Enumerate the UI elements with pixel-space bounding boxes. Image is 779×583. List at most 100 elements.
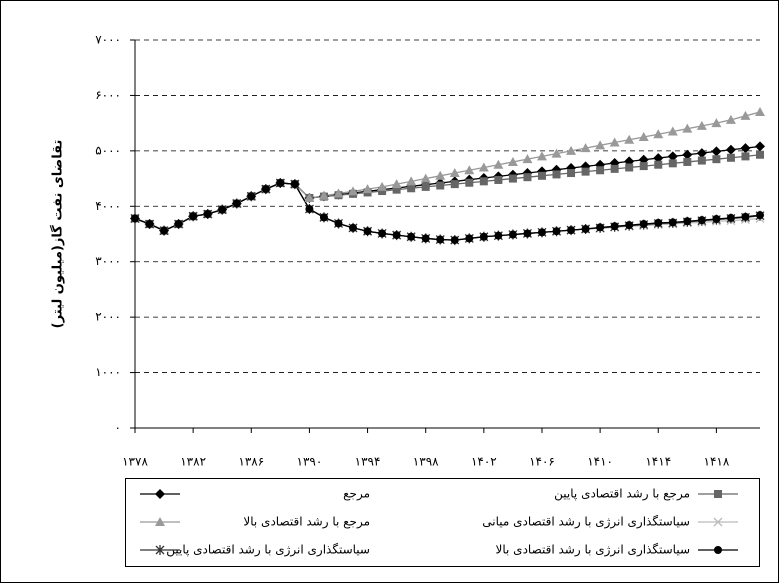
marker [740,110,751,120]
marker [318,190,329,200]
marker [391,179,402,189]
marker [494,175,503,184]
legend-label: مرجع با رشد اقتصادی پایین [554,487,690,502]
marker [624,134,635,144]
marker [523,173,532,182]
marker [421,234,430,243]
marker [726,213,735,222]
marker [740,143,751,154]
marker [537,228,546,237]
marker [697,156,706,165]
marker [406,176,417,186]
marker [682,123,693,133]
marker [609,137,620,147]
marker [581,167,590,176]
marker [537,171,546,180]
legend-label: سیاستگذاری انرژی با رشد اقتصادی میانی [482,515,690,530]
marker [552,227,561,236]
marker [421,182,430,191]
marker [203,210,212,219]
marker [436,235,445,244]
marker [713,517,723,527]
legend-label: مرجع با رشد اقتصادی بالا [243,515,370,530]
marker [683,217,692,226]
marker [319,213,328,222]
marker [741,152,750,161]
y-tick-label: ۶۰۰۰ [95,88,121,102]
marker [494,231,503,240]
marker [436,181,445,190]
marker [189,212,198,221]
x-tick-label: ۱۳۷۸ [122,455,148,469]
marker [712,155,721,164]
marker [625,221,634,230]
marker [667,126,678,136]
marker [667,151,678,162]
marker [756,150,764,159]
x-tick-label: ۱۴۰۶ [529,455,555,469]
marker [683,157,692,166]
y-tick-label: ۴۰۰۰ [95,199,121,213]
marker [464,165,475,175]
marker [479,177,488,186]
marker [596,166,605,175]
marker [638,132,649,141]
marker [639,220,648,229]
marker [334,219,343,228]
marker [378,229,387,238]
marker [392,185,401,194]
marker [714,546,722,554]
marker [392,231,401,240]
marker [304,192,315,202]
marker [362,184,373,194]
marker [668,218,677,227]
x-tick-label: ۱۳۹۰ [297,455,323,469]
marker [696,148,707,159]
marker [479,232,488,241]
marker [449,168,460,178]
marker [711,146,722,157]
marker [247,192,256,201]
marker [333,188,344,198]
marker [507,156,518,166]
marker [407,232,416,241]
marker [155,545,165,555]
x-tick-label: ۱۳۸۶ [238,455,264,469]
y-tick-label: ۰ [115,421,121,435]
marker [653,153,664,164]
marker [493,159,504,169]
marker [741,212,750,221]
marker [378,187,387,196]
marker [654,160,663,169]
y-tick-label: ۵۰۰۰ [95,143,121,157]
marker [435,170,446,180]
marker [290,180,299,189]
marker [566,145,577,155]
marker [508,230,517,239]
marker [261,185,270,194]
marker [522,154,533,164]
marker [596,223,605,232]
legend-label: مرجع [343,487,370,502]
y-tick-label: ۷۰۰۰ [95,33,121,47]
marker [407,184,416,193]
marker [567,226,576,235]
marker [714,490,722,498]
marker [349,223,358,232]
legend-label: سیاستگذاری انرژی با رشد اقتصادی بالا [496,543,690,558]
marker [725,144,736,155]
marker [174,220,183,229]
marker [155,517,165,526]
marker [465,178,474,187]
marker [697,216,706,225]
marker [610,222,619,231]
marker [567,169,576,178]
marker [348,186,359,196]
legend-label: سیاستگذاری انرژی با رشد اقتصادی پایین [166,543,370,558]
marker [508,174,517,183]
marker [726,153,735,162]
marker [131,214,139,223]
marker [218,205,227,214]
marker [160,226,169,235]
